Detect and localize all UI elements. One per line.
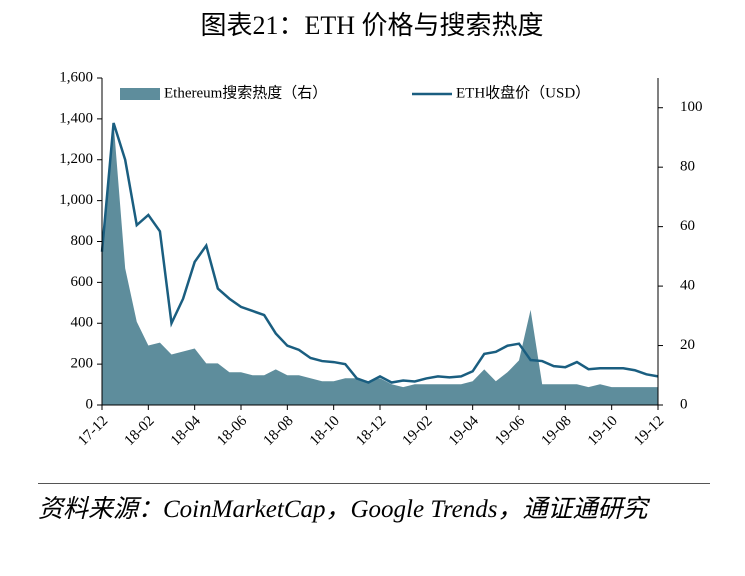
x-tick-label: 18-08 [261, 413, 297, 449]
y-tick-label: 800 [71, 233, 94, 249]
x-tick-label: 19-02 [400, 413, 436, 449]
legend-label: Ethereum搜索热度（右） [164, 84, 327, 101]
y-tick-label: 1,200 [59, 151, 93, 167]
y-tick-label: 1,000 [59, 192, 93, 208]
y2-tick-label: 80 [680, 159, 695, 175]
x-tick-label: 19-10 [585, 413, 621, 449]
x-tick-label: 18-04 [168, 413, 204, 449]
y-tick-label: 600 [71, 274, 94, 290]
y2-tick-label: 100 [680, 99, 703, 115]
x-tick-label: 19-06 [492, 413, 528, 449]
y2-tick-label: 0 [680, 396, 688, 412]
x-tick-label: 18-10 [307, 413, 343, 449]
y-tick-label: 400 [71, 315, 94, 331]
x-tick-label: 18-12 [353, 413, 389, 449]
y-tick-label: 200 [71, 356, 94, 372]
separator [38, 483, 710, 484]
y2-tick-label: 20 [680, 337, 695, 353]
y2-tick-label: 40 [680, 278, 695, 294]
y-tick-label: 1,600 [59, 69, 93, 85]
y2-tick-label: 60 [680, 218, 695, 234]
area [102, 122, 658, 405]
legend-swatch [120, 88, 160, 100]
line [100, 122, 659, 384]
source-note: 资料来源：CoinMarketCap，Google Trends，通证通研究 [38, 496, 648, 523]
y-tick-label: 1,400 [59, 110, 93, 126]
y-tick-label: 0 [86, 396, 94, 412]
x-tick-label: 18-02 [122, 413, 158, 449]
x-tick-label: 19-04 [446, 413, 482, 449]
chart-title: 图表21：ETH 价格与搜索热度 [200, 11, 543, 40]
chart: 图表21：ETH 价格与搜索热度 02004006008001,0001,200… [59, 11, 703, 449]
legend-label: ETH收盘价（USD） [456, 83, 590, 101]
x-tick-label: 18-06 [214, 413, 250, 449]
x-tick-label: 17-12 [75, 413, 111, 449]
x-tick-label: 19-12 [631, 413, 667, 449]
x-tick-label: 19-08 [539, 413, 575, 449]
